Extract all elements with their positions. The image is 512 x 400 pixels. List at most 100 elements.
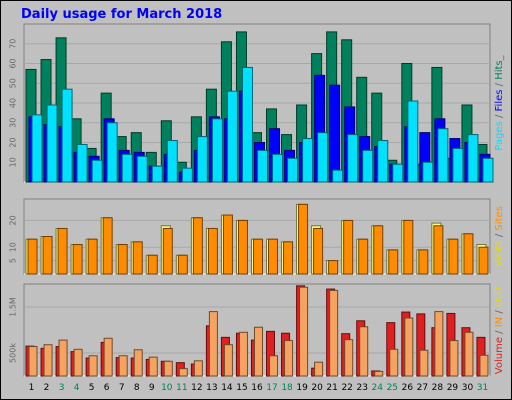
bar-out — [208, 311, 218, 377]
y-tick-label: 50 — [9, 78, 18, 88]
x-tick-label: 4 — [74, 383, 80, 393]
bar-pages — [211, 118, 223, 183]
bar-sites — [358, 238, 369, 275]
x-tick-label: 8 — [134, 383, 140, 393]
bar-out — [269, 355, 279, 377]
bar-sites — [373, 225, 384, 275]
bar-sites — [87, 238, 98, 275]
legend-entry: / — [494, 327, 505, 337]
bar-sites — [27, 238, 38, 275]
y-tick-label: 40 — [9, 98, 18, 108]
bar-out — [58, 339, 68, 377]
legend-1: Visits / Sites — [494, 206, 505, 267]
x-tick-label: 5 — [89, 383, 95, 393]
bar-pages — [166, 140, 178, 183]
chart-title: Daily usage for March 2018 — [21, 7, 223, 22]
bar-out — [299, 286, 309, 377]
y-tick-label: 5 — [9, 258, 18, 263]
bar-pages — [302, 138, 314, 183]
bar-sites — [207, 227, 218, 275]
bar-out — [88, 355, 98, 377]
x-tick-label: 15 — [236, 383, 247, 393]
bar-out — [118, 355, 128, 377]
bar-sites — [283, 241, 294, 275]
bar-sites — [268, 238, 279, 275]
bar-pages — [467, 134, 479, 183]
bar-sites — [222, 214, 233, 275]
bar-pages — [317, 132, 329, 183]
bar-out — [314, 361, 324, 377]
x-tick-label: 11 — [176, 383, 187, 393]
bar-sites — [298, 203, 309, 275]
bar-pages — [482, 157, 494, 183]
bar-pages — [287, 157, 299, 183]
bar-out — [43, 344, 53, 377]
bar-pages — [106, 122, 118, 183]
bar-pages — [181, 167, 193, 183]
legend-entry: Pages — [494, 121, 505, 150]
x-tick-label: 23 — [356, 383, 367, 393]
bar-pages — [151, 165, 163, 183]
bar-out — [374, 370, 384, 377]
x-tick-label: 6 — [104, 383, 110, 393]
bar-out — [404, 317, 414, 377]
y-tick-label: 70 — [9, 39, 18, 49]
y-tick-label: 10 — [9, 157, 18, 167]
x-tick-label: 31 — [477, 383, 488, 393]
legend-0: Pages / Files / Hits_ — [494, 54, 505, 150]
x-tick-label: 14 — [221, 383, 233, 393]
bar-pages — [362, 149, 374, 183]
legend-entry: IN — [494, 317, 505, 327]
bar-sites — [147, 254, 158, 275]
bar-pages — [121, 153, 133, 183]
bar-pages — [407, 100, 419, 183]
x-tick-label: 13 — [206, 383, 217, 393]
bar-out — [329, 289, 339, 377]
bar-sites — [72, 244, 83, 275]
x-tick-label: 29 — [447, 383, 459, 393]
bar-sites — [343, 219, 354, 275]
bar-out — [223, 344, 233, 377]
x-tick-label: 1 — [29, 383, 35, 393]
bar-out — [284, 340, 294, 377]
legend-entry: / — [494, 111, 505, 121]
y-tick-label: 1.5M — [9, 297, 18, 317]
bar-pages — [256, 149, 268, 183]
bar-pages — [76, 143, 88, 183]
bar-pages — [332, 169, 344, 183]
x-tick-label: 9 — [149, 383, 155, 393]
bar-pages — [437, 128, 449, 183]
legend-entry: _ — [494, 54, 505, 61]
bar-pages — [272, 153, 284, 183]
bar-out — [148, 356, 158, 377]
bar-sites — [192, 217, 203, 275]
bar-pages — [241, 66, 253, 183]
bar-pages — [452, 147, 464, 183]
x-tick-label: 27 — [417, 383, 428, 393]
bar-pages — [91, 159, 103, 183]
bar-sites — [478, 246, 489, 275]
y-tick-label: 20 — [9, 137, 18, 147]
bar-out — [73, 348, 83, 377]
x-tick-label: 2 — [44, 383, 50, 393]
y-tick-label: 20 — [9, 215, 18, 225]
bar-pages — [422, 161, 434, 183]
x-tick-label: 12 — [191, 383, 202, 393]
bar-out — [479, 354, 489, 377]
x-tick-label: 22 — [341, 383, 352, 393]
x-tick-label: 24 — [372, 383, 384, 393]
bar-sites — [117, 244, 128, 275]
bar-pages — [196, 136, 208, 183]
bar-pages — [136, 155, 148, 183]
bar-sites — [388, 249, 399, 275]
bar-out — [178, 368, 188, 377]
x-tick-label: 19 — [296, 383, 308, 393]
bar-sites — [252, 238, 263, 275]
y-tick-label: 500k — [9, 343, 18, 363]
bar-out — [419, 349, 429, 377]
legend-entry: / — [494, 231, 505, 241]
bar-sites — [57, 227, 68, 275]
bar-pages — [61, 88, 73, 183]
x-tick-label: 25 — [387, 383, 398, 393]
legend-entry: Files — [494, 90, 505, 112]
